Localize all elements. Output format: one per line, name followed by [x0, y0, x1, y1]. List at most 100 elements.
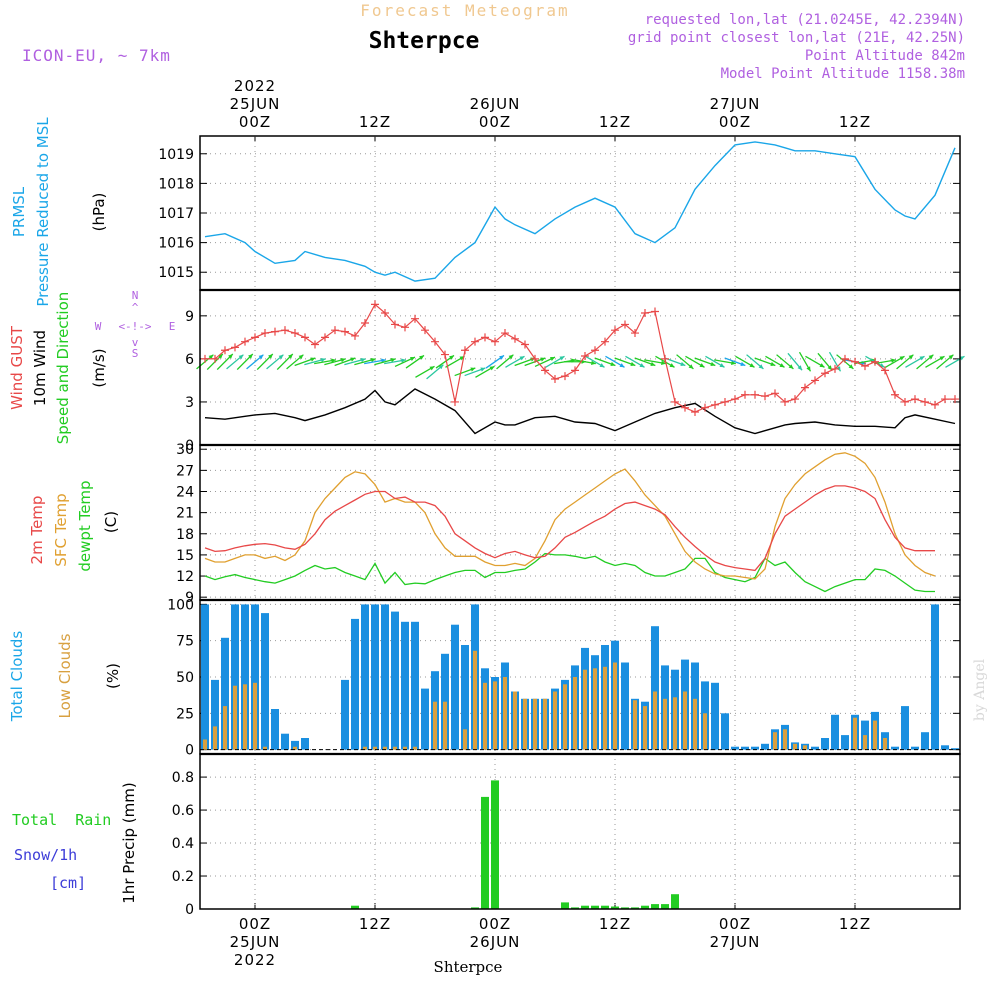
bottom-time-label: 2022: [234, 951, 276, 969]
y-tick-label: 27: [176, 463, 194, 479]
wind-arrow-head: [278, 354, 284, 360]
wind-arrow-head: [320, 358, 326, 363]
low-cloud-bar: [603, 666, 607, 750]
temperature-panel: 9 12 15 18 21 24 27 30: [176, 442, 960, 606]
gust-marker: [811, 376, 819, 385]
gust-marker: [381, 308, 389, 317]
wind-arrow-head: [360, 358, 366, 363]
y-tick-label: 15: [176, 548, 194, 564]
gust-marker: [641, 308, 649, 317]
y-tick-label: 50: [176, 670, 194, 686]
gust-marker: [211, 354, 219, 363]
gust-marker: [921, 397, 929, 406]
rain-bar: [631, 907, 639, 909]
low-cloud-bar: [413, 746, 417, 750]
wind-arrow-head: [370, 358, 376, 363]
gust-marker: [901, 397, 909, 406]
top-time-label: 00Z: [479, 113, 511, 131]
gust-marker: [231, 343, 239, 352]
wind-arrow-head: [401, 358, 406, 363]
bottom-time-label: 26JUN: [470, 933, 521, 951]
gust-marker: [651, 307, 659, 316]
wind-arrow-head: [519, 356, 525, 361]
low-cloud-bar: [593, 668, 597, 750]
total-cloud-bar: [461, 645, 469, 750]
low-cloud-bar: [673, 697, 677, 750]
wind-panel: 0 3 6 9: [185, 290, 965, 454]
model-label: ICON-EU, ~ 7km: [22, 46, 171, 65]
wind-arrow-head: [591, 360, 596, 365]
low-cloud-bar: [533, 698, 537, 750]
gust-marker: [581, 352, 589, 361]
gust-marker: [331, 326, 339, 335]
gust-marker: [241, 337, 249, 346]
wind-arrow-head: [779, 363, 785, 368]
precip-panel: 0 0.2 0.4 0.6 0.8: [172, 754, 960, 918]
rain-bar: [471, 907, 479, 909]
gust-marker: [391, 320, 399, 329]
y-tick-label: 30: [176, 442, 194, 458]
gust-marker: [551, 374, 559, 383]
gust-marker: [781, 397, 789, 406]
top-time-label: 12Z: [599, 113, 631, 131]
y-tick-label: 75: [176, 634, 194, 650]
rain-bar: [491, 780, 499, 909]
wind-arrow-head: [928, 354, 934, 360]
wind-arrow-head: [919, 356, 925, 361]
rain-bar: [661, 904, 669, 909]
wind-arrow-head: [948, 354, 954, 360]
low-cloud-bar: [853, 717, 857, 750]
total-cloud-bar: [411, 621, 419, 750]
temp-unit: (C): [102, 511, 120, 533]
panel-border: [199, 444, 961, 601]
dew-label: dewpt Temp: [76, 480, 94, 571]
low-cloud-bar: [383, 746, 387, 750]
wind-arrow-head: [788, 364, 794, 369]
wind-arrow-head: [381, 358, 386, 363]
total-cloud-bar: [201, 604, 209, 750]
compass-north: N: [132, 289, 139, 302]
gust-marker: [931, 400, 939, 409]
prmsl-label: PRMSL: [10, 186, 28, 237]
gust-marker: [851, 357, 859, 366]
low-cloud-bar: [443, 701, 447, 750]
gust-marker: [291, 329, 299, 338]
wind-arrow-head: [688, 364, 694, 369]
wind-arrow-head: [891, 358, 896, 363]
wind-arrow-head: [939, 356, 945, 361]
y-tick-label: 0.6: [172, 803, 194, 819]
low-cloud-bar: [463, 729, 467, 750]
low-cloud-bar: [253, 682, 257, 750]
gust-marker: [361, 319, 369, 328]
total-cloud-bar: [381, 604, 389, 750]
y-tick-label: 0.4: [172, 836, 194, 852]
point-altitude: Point Altitude 842m: [805, 48, 965, 64]
total-cloud-bar: [211, 679, 219, 750]
wind-arrow-head: [827, 365, 833, 371]
total-cloud-bar: [451, 624, 459, 750]
wind-arrow-head: [218, 354, 223, 359]
total-cloud-bar: [251, 604, 259, 750]
low-cloud-bar: [433, 701, 437, 750]
gust-marker: [511, 334, 519, 343]
low-cloud-bar: [263, 746, 267, 750]
temp2m-label: 2m Temp: [28, 496, 46, 565]
wind-arrow-head: [806, 366, 811, 372]
gust-marker: [761, 392, 769, 401]
low-cloud-bar: [873, 720, 877, 750]
wind-speed-line: [204, 388, 956, 435]
wind-arrow-head: [639, 363, 645, 368]
bottom-time-label: 27JUN: [710, 933, 761, 951]
total-cloud-bar: [741, 746, 749, 750]
top-time-label: 27JUN: [710, 95, 761, 113]
total-cloud-bar: [351, 618, 359, 750]
dewpoint-line: [204, 552, 935, 593]
total-cloud-bar: [391, 611, 399, 750]
gust-marker: [861, 362, 869, 371]
low-cloud-bar: [523, 698, 527, 750]
y-tick-label: 0.2: [172, 869, 194, 885]
gust-marker: [321, 333, 329, 342]
low-cloud-bar: [213, 726, 217, 750]
gust-marker: [421, 326, 429, 335]
rain-bar: [571, 907, 579, 909]
